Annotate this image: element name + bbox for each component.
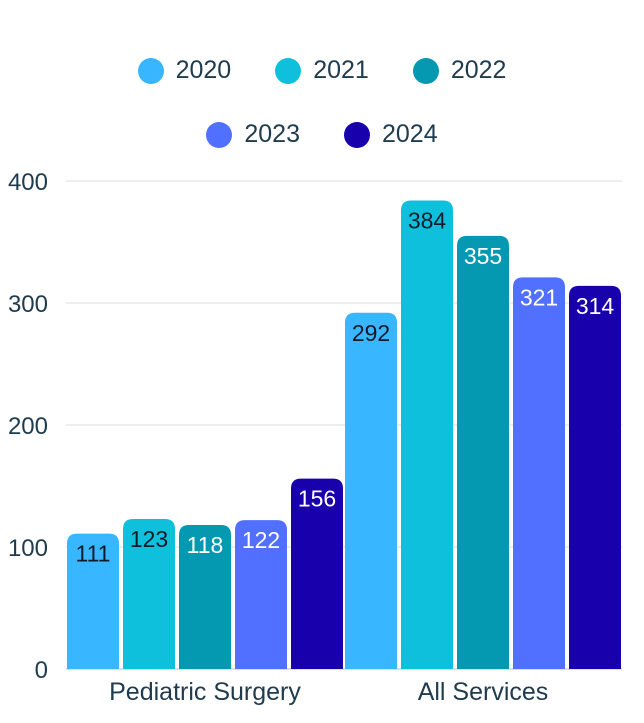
bar-2020-0 <box>67 533 119 669</box>
bars <box>67 200 621 669</box>
data-label: 122 <box>242 527 280 553</box>
bar-2021-0 <box>123 518 175 669</box>
data-label: 118 <box>187 532 224 558</box>
bar-2022-1 <box>457 235 509 669</box>
x-axis-categories: Pediatric Surgery All Services <box>109 678 548 706</box>
legend-item-2024: 2024 <box>344 120 438 149</box>
legend-swatch <box>137 57 164 84</box>
legend-row: 2020 2021 2022 <box>0 56 644 85</box>
legend-item-2020: 2020 <box>137 56 232 85</box>
y-tick-label: 400 <box>8 169 48 196</box>
bar-2023-1 <box>513 277 565 669</box>
data-labels: 111 123 118 122 156 292 384 355 321 314 <box>76 208 615 567</box>
legend-item-2022: 2022 <box>412 56 507 85</box>
data-label: 123 <box>130 526 168 552</box>
bar-2024-0 <box>291 478 343 669</box>
data-label: 355 <box>464 243 502 269</box>
legend-label: 2022 <box>450 56 507 84</box>
legend-label: 2023 <box>244 120 300 148</box>
legend-swatch <box>412 57 439 84</box>
data-label: 292 <box>352 320 390 346</box>
y-axis-ticks: 0 100 200 300 400 <box>8 169 48 684</box>
data-label: 111 <box>76 541 111 567</box>
y-tick-label: 300 <box>8 291 48 318</box>
bar-2020-1 <box>345 312 397 669</box>
y-tick-label: 200 <box>8 413 48 440</box>
legend-swatch <box>206 121 233 148</box>
bar-2024-1 <box>569 285 621 669</box>
legend-swatch <box>275 57 302 84</box>
bar-2023-0 <box>235 520 287 669</box>
legend-item-2023: 2023 <box>206 120 300 149</box>
legend-row: 2023 2024 <box>0 120 644 149</box>
bar-2022-0 <box>179 525 231 669</box>
legend-swatch <box>344 121 370 148</box>
y-tick-label: 100 <box>8 535 48 562</box>
data-label: 314 <box>576 293 615 319</box>
y-tick-label: 0 <box>35 657 48 684</box>
bar-2021-1 <box>401 200 453 669</box>
legend-label: 2020 <box>175 56 232 84</box>
legend-item-2021: 2021 <box>275 56 369 85</box>
legend-label: 2021 <box>313 56 369 84</box>
data-label: 384 <box>408 208 447 234</box>
legend-label: 2024 <box>382 120 438 148</box>
x-category-label: All Services <box>418 678 549 706</box>
data-label: 156 <box>298 486 336 512</box>
data-label: 321 <box>520 284 558 310</box>
x-category-label: Pediatric Surgery <box>109 678 301 706</box>
